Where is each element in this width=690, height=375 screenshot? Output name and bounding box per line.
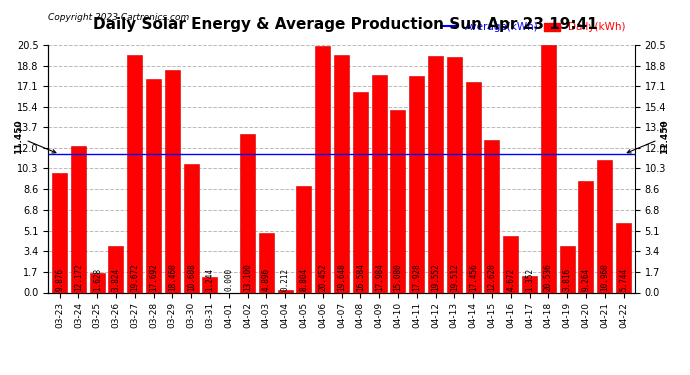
Text: 19.648: 19.648 [337, 264, 346, 291]
Bar [409, 76, 424, 292]
Text: 3.816: 3.816 [562, 268, 571, 291]
Text: Daily Solar Energy & Average Production Sun Apr 23 19:41: Daily Solar Energy & Average Production … [92, 17, 598, 32]
Bar [277, 290, 293, 292]
Bar [372, 75, 386, 292]
Text: 1.352: 1.352 [525, 268, 534, 291]
Bar [466, 82, 481, 292]
Text: 17.692: 17.692 [149, 264, 158, 291]
Text: 11.450: 11.450 [627, 120, 669, 154]
Bar [503, 236, 518, 292]
Bar [259, 233, 274, 292]
Bar [90, 273, 105, 292]
Text: 0.000: 0.000 [224, 268, 233, 291]
Text: 9.876: 9.876 [55, 268, 64, 291]
Bar [240, 134, 255, 292]
Text: 13.100: 13.100 [243, 264, 252, 291]
Bar [146, 79, 161, 292]
Text: 9.264: 9.264 [582, 268, 591, 291]
Bar [71, 146, 86, 292]
Bar [334, 55, 349, 292]
Bar [108, 246, 124, 292]
Bar [522, 276, 537, 292]
Bar [165, 70, 180, 292]
Bar [127, 55, 142, 292]
Bar [598, 160, 612, 292]
Text: 20.536: 20.536 [544, 264, 553, 291]
Text: 17.984: 17.984 [375, 264, 384, 291]
Bar [616, 223, 631, 292]
Text: 16.584: 16.584 [356, 264, 365, 291]
Text: 3.824: 3.824 [112, 268, 121, 291]
Text: Copyright 2023 Cartronics.com: Copyright 2023 Cartronics.com [48, 13, 190, 22]
Bar [541, 45, 556, 292]
Bar [184, 164, 199, 292]
Bar [428, 57, 443, 292]
Text: 20.452: 20.452 [318, 264, 327, 291]
Text: 10.608: 10.608 [187, 264, 196, 291]
Text: 12.620: 12.620 [487, 264, 496, 291]
Text: 0.212: 0.212 [281, 268, 290, 291]
Text: 15.080: 15.080 [393, 264, 402, 291]
Text: 4.672: 4.672 [506, 268, 515, 291]
Text: 5.744: 5.744 [619, 268, 628, 291]
Bar [391, 110, 406, 292]
Text: 10.960: 10.960 [600, 264, 609, 291]
Bar [484, 140, 500, 292]
Bar [578, 181, 593, 292]
Bar [297, 186, 311, 292]
Bar [202, 278, 217, 292]
Text: 17.928: 17.928 [412, 264, 421, 291]
Text: 1.628: 1.628 [92, 268, 101, 291]
Bar [447, 57, 462, 292]
Text: 17.456: 17.456 [469, 264, 477, 291]
Text: 4.896: 4.896 [262, 268, 271, 291]
Text: 19.512: 19.512 [450, 264, 459, 291]
Bar [315, 46, 331, 292]
Bar [353, 92, 368, 292]
Text: 18.460: 18.460 [168, 264, 177, 291]
Text: 8.804: 8.804 [299, 268, 308, 291]
Text: 1.244: 1.244 [206, 268, 215, 291]
Bar [560, 246, 575, 292]
Legend: Average(kWh), Daily(kWh): Average(kWh), Daily(kWh) [437, 18, 629, 36]
Text: 11.450: 11.450 [14, 120, 56, 154]
Text: 12.172: 12.172 [74, 264, 83, 291]
Bar [52, 173, 67, 292]
Text: 19.672: 19.672 [130, 264, 139, 291]
Text: 19.552: 19.552 [431, 264, 440, 291]
